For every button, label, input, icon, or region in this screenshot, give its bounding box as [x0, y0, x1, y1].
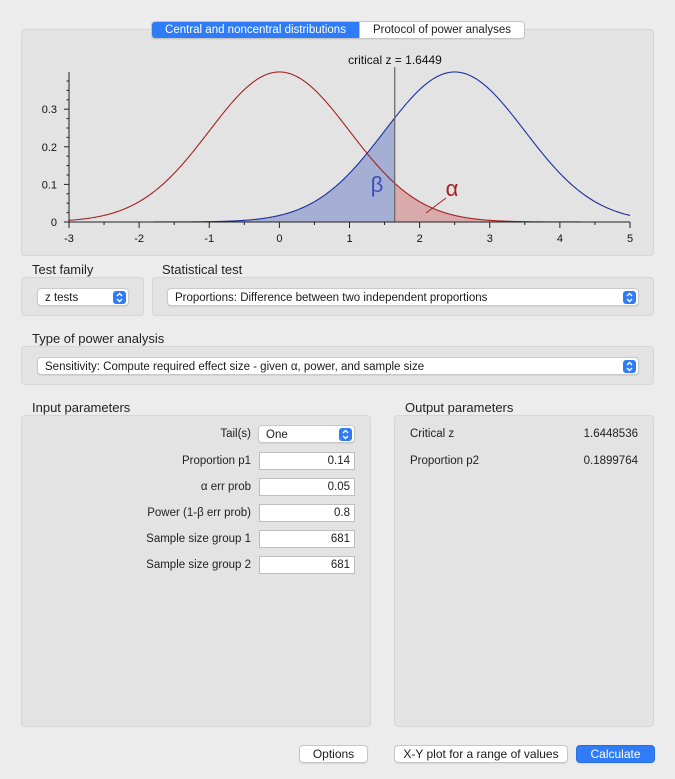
critical-z-label: critical z = 1.6449: [348, 53, 442, 67]
calculate-button[interactable]: Calculate: [576, 745, 655, 763]
chevron-updown-icon: [623, 360, 636, 373]
alpha-symbol: α: [446, 176, 459, 201]
sample-size-group1-label: Sample size group 1: [146, 533, 251, 545]
tab-protocol[interactable]: Protocol of power analyses: [359, 22, 524, 38]
sample-size-group2-label: Sample size group 2: [146, 559, 251, 571]
power-analysis-value: Sensitivity: Compute required effect siz…: [45, 361, 424, 373]
x-tick-label: 3: [487, 233, 493, 245]
x-tick-label: 0: [276, 233, 282, 245]
x-tick-label: 5: [627, 233, 633, 245]
test-family-label: Test family: [32, 262, 93, 277]
y-tick-label: 0: [51, 217, 57, 229]
x-tick-label: -3: [64, 233, 74, 245]
statistical-test-select[interactable]: Proportions: Difference between two inde…: [167, 288, 639, 306]
y-tick-label: 0.2: [42, 142, 57, 154]
power-analysis-label: Type of power analysis: [32, 331, 164, 346]
power-analysis-select[interactable]: Sensitivity: Compute required effect siz…: [37, 357, 639, 375]
x-tick-label: 1: [346, 233, 352, 245]
alpha-region: [395, 183, 630, 222]
chevron-updown-icon: [623, 291, 636, 304]
tab-distributions[interactable]: Central and noncentral distributions: [152, 22, 359, 38]
alpha-err-prob-label: α err prob: [201, 481, 251, 493]
proportion-p1-label: Proportion p1: [182, 455, 251, 467]
proportion-p1-field[interactable]: 0.14: [259, 452, 355, 470]
x-tick-label: 2: [417, 233, 423, 245]
test-family-value: z tests: [45, 292, 78, 304]
critical-z-output-label: Critical z: [410, 428, 454, 440]
view-tabs: Central and noncentral distributions Pro…: [151, 21, 525, 39]
xy-plot-button[interactable]: X-Y plot for a range of values: [394, 745, 568, 763]
sample-size-group2-field[interactable]: 681: [259, 556, 355, 574]
y-tick-label: 0.1: [42, 179, 57, 191]
critical-z-output-value: 1.6448536: [584, 428, 638, 440]
x-tick-label: -2: [134, 233, 144, 245]
x-tick-label: 4: [557, 233, 563, 245]
statistical-test-label: Statistical test: [162, 262, 242, 277]
test-family-select[interactable]: z tests: [37, 288, 129, 306]
y-tick-label: 0.3: [42, 104, 57, 116]
distribution-plot: -3 -2 -1 0 1 2 3 4 5 0 0.1 0.2 0.3 critical z = 1.64…: [0, 0, 675, 260]
tails-label: Tail(s): [220, 428, 251, 440]
proportion-p2-output-value: 0.1899764: [584, 455, 638, 467]
beta-region: [69, 118, 395, 222]
sample-size-group1-field[interactable]: 681: [259, 530, 355, 548]
beta-symbol: β: [371, 172, 384, 197]
statistical-test-value: Proportions: Difference between two inde…: [175, 292, 487, 304]
chevron-updown-icon: [113, 291, 126, 304]
power-label: Power (1-β err prob): [147, 507, 251, 519]
power-field[interactable]: 0.8: [259, 504, 355, 522]
output-parameters-title: Output parameters: [405, 400, 513, 415]
input-parameters-title: Input parameters: [32, 400, 130, 415]
chevron-updown-icon: [339, 428, 352, 441]
tails-value: One: [266, 429, 288, 441]
proportion-p2-output-label: Proportion p2: [410, 455, 479, 467]
alpha-err-prob-field[interactable]: 0.05: [259, 478, 355, 496]
x-tick-label: -1: [204, 233, 214, 245]
options-button[interactable]: Options: [299, 745, 368, 763]
tails-select[interactable]: One: [258, 425, 355, 443]
